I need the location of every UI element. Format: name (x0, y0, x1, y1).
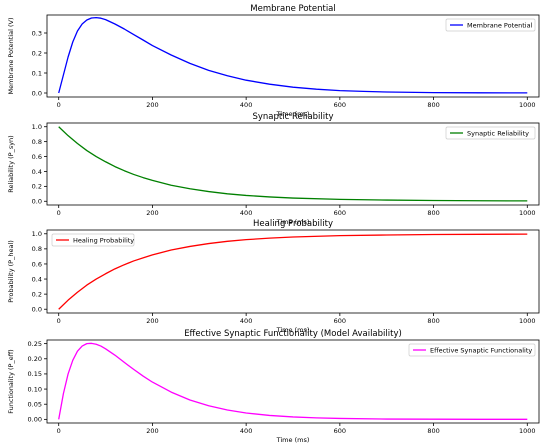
x-tick-label: 600 (334, 427, 346, 435)
x-tick-label: 1000 (519, 101, 536, 109)
y-tick-label: 0.10 (28, 385, 42, 393)
x-tick-label: 400 (240, 427, 252, 435)
x-tick-label: 600 (334, 101, 346, 109)
series-line-1 (58, 16, 528, 94)
y-axis-label: Functionality (P_eff) (7, 349, 15, 413)
y-tick-label: 1.0 (32, 230, 42, 238)
legend-box (445, 18, 536, 32)
x-tick-label: 800 (427, 317, 439, 325)
x-tick-label: 0 (57, 101, 61, 109)
legend-box (445, 126, 536, 140)
y-tick-label: 0.6 (32, 260, 42, 268)
x-tick-label: 600 (334, 317, 346, 325)
legend-label: Effective Synaptic Functionality (430, 346, 532, 354)
y-tick-label: 0.15 (28, 370, 42, 378)
y-tick-label: 0.0 (32, 306, 42, 314)
y-tick-label: 0.8 (32, 245, 42, 253)
series-line-1 (58, 126, 528, 202)
y-axis-label: Probability (P_heal) (7, 240, 15, 303)
plot-frame (46, 229, 540, 314)
x-tick-label: 0 (57, 317, 61, 325)
y-axis-label: Membrane Potential (V) (7, 18, 15, 95)
y-tick-label: 0.25 (28, 340, 42, 348)
y-axis-label: Reliability (P_syn) (7, 135, 15, 192)
legend-box (408, 343, 536, 357)
chart-panel-3: Healing Probability 0 200 400 600 800 1000 0.0 0… (7, 219, 540, 334)
chart-panel-2: Synaptic Reliability 0 200 400 600 800 1000 0.0… (7, 112, 540, 226)
plot-frame (46, 122, 540, 206)
legend: Membrane Potential (445, 18, 536, 32)
x-tick-label: 0 (57, 427, 61, 435)
y-tick-label: 1.0 (32, 123, 42, 131)
y-tick-label: 0.20 (28, 355, 42, 363)
chart-title: Healing Probability (253, 219, 333, 229)
y-tick-label: 0.05 (28, 401, 42, 409)
x-tick-label: 1000 (519, 317, 536, 325)
y-tick-label: 0.4 (32, 168, 42, 176)
x-tick-label: 800 (427, 209, 439, 217)
y-tick-label: 0.3 (32, 29, 42, 37)
chart-panel-4: Effective Synaptic Functionality (Model … (7, 329, 540, 444)
y-tick-label: 0.6 (32, 153, 42, 161)
y-tick-label: 0.4 (32, 275, 42, 283)
chart-title: Effective Synaptic Functionality (Model … (184, 329, 402, 339)
chart-panel-1: Membrane Potential 0 200 400 600 800 1000 0.0 0.… (7, 4, 540, 118)
y-tick-label: 0.00 (28, 416, 42, 424)
x-tick-label: 400 (240, 317, 252, 325)
legend-label: Membrane Potential (467, 21, 533, 29)
x-tick-label: 200 (146, 101, 158, 109)
x-tick-label: 1000 (519, 427, 536, 435)
x-tick-label: 800 (427, 427, 439, 435)
x-tick-label: 800 (427, 101, 439, 109)
x-tick-label: 400 (240, 101, 252, 109)
x-axis-label: Time (ms) (276, 436, 310, 444)
legend: Effective Synaptic Functionality (408, 343, 536, 357)
chart-title: Membrane Potential (250, 4, 336, 14)
plot-frame (46, 339, 540, 424)
x-tick-label: 200 (146, 209, 158, 217)
y-tick-label: 0.2 (32, 49, 42, 57)
legend-label: Synaptic Reliability (467, 129, 529, 137)
series-line-1 (58, 342, 528, 420)
x-tick-label: 200 (146, 317, 158, 325)
series-line-1 (58, 233, 528, 310)
legend: Synaptic Reliability (445, 126, 536, 140)
x-axis-label: Time (ms) (276, 110, 310, 118)
plot-frame (46, 14, 540, 98)
x-tick-label: 0 (57, 209, 61, 217)
x-tick-label: 400 (240, 209, 252, 217)
y-tick-label: 0.1 (32, 69, 42, 77)
x-axis-label: Time (ms) (276, 218, 310, 226)
y-tick-label: 0.0 (32, 89, 42, 97)
x-tick-label: 600 (334, 209, 346, 217)
legend-box (51, 233, 135, 247)
legend: Healing Probability (51, 233, 135, 247)
y-tick-label: 0.2 (32, 183, 42, 191)
chart-title: Synaptic Reliability (252, 112, 333, 122)
y-tick-label: 0.8 (32, 138, 42, 146)
y-tick-label: 0.0 (32, 198, 42, 206)
x-axis-label: Time (ms) (276, 326, 310, 334)
y-tick-label: 0.2 (32, 290, 42, 298)
x-tick-label: 200 (146, 427, 158, 435)
x-tick-label: 1000 (519, 209, 536, 217)
legend-label: Healing Probability (73, 236, 134, 244)
